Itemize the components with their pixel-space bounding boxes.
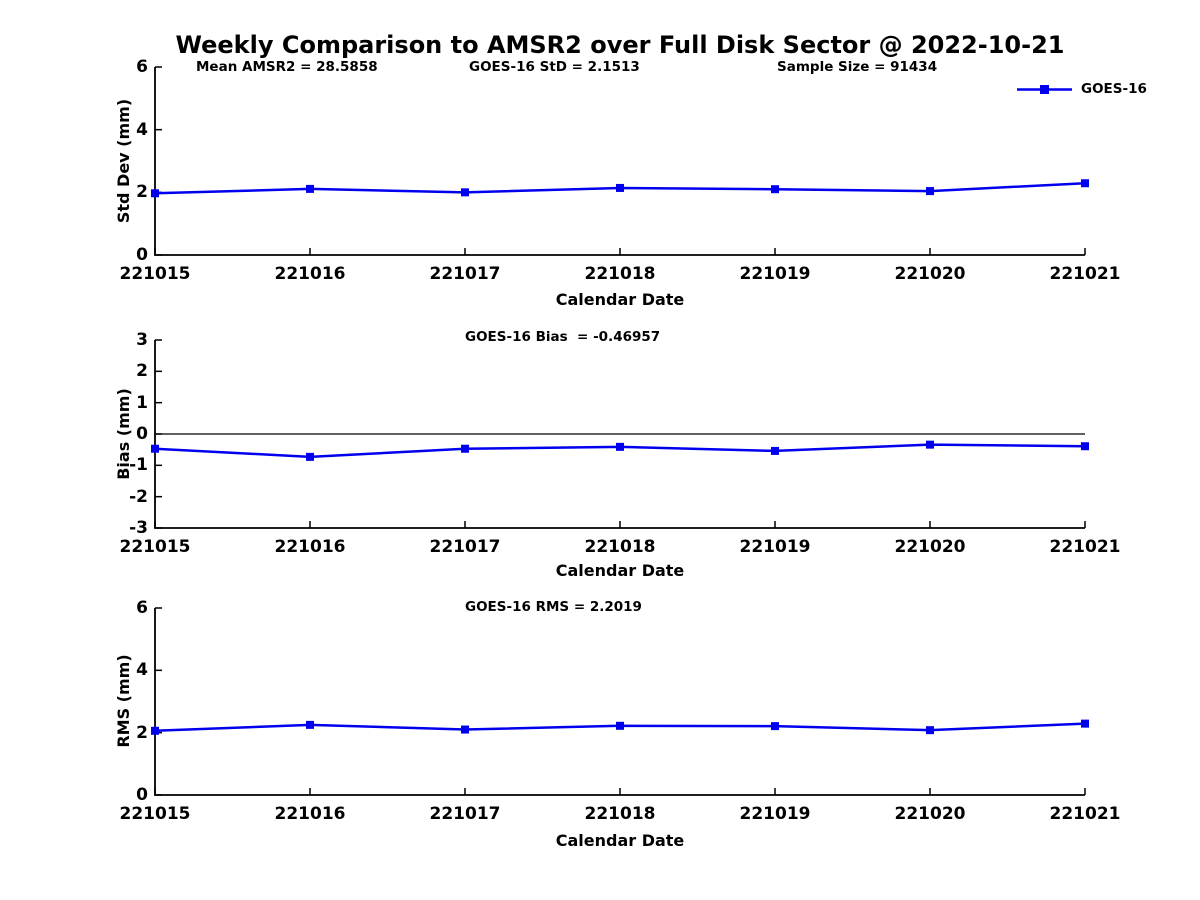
x-tick-label-std-dev-221016: 221016: [274, 264, 346, 284]
legend-label: GOES-16: [1081, 81, 1147, 97]
y-tick-label-rms-0: 0: [136, 785, 148, 805]
x-axis-label-panel1: Calendar Date: [555, 290, 685, 309]
annotation-goes16-bias: GOES-16 Bias = -0.46957: [465, 329, 661, 345]
rms-data-marker: [926, 726, 934, 735]
std-dev-data-marker: [461, 188, 469, 197]
chart-title: Weekly Comparison to AMSR2 over Full Dis…: [175, 31, 1065, 59]
y-tick-label-bias-2: 2: [136, 361, 148, 382]
y-tick-label-bias--2: -2: [129, 486, 148, 507]
bias-data-marker: [151, 444, 159, 453]
y-tick-label-std-dev-0: 0: [136, 245, 148, 265]
y-tick-label-rms-2: 2: [136, 722, 148, 743]
x-tick-label-std-dev-221018: 221018: [584, 264, 656, 284]
std-dev-data-marker: [306, 184, 314, 193]
x-tick-label-rms-221016: 221016: [274, 804, 346, 824]
axis-spines: [154, 67, 1085, 256]
panel-bias: [151, 339, 1089, 529]
rms-data-marker: [151, 726, 159, 735]
annotation-sample-size: Sample Size = 91434: [777, 59, 938, 75]
panel-rms: [151, 607, 1089, 796]
x-tick-label-std-dev-221017: 221017: [429, 264, 501, 284]
bias-data-marker: [771, 446, 779, 455]
x-axis-label-panel2: Calendar Date: [555, 561, 685, 580]
rms-data-marker: [1081, 719, 1089, 728]
y-tick-label-bias--1: -1: [129, 455, 148, 476]
y-tick-label-rms-4: 4: [136, 660, 148, 681]
y-tick-label-std-dev-4: 4: [136, 119, 148, 140]
x-tick-label-bias-221020: 221020: [894, 537, 966, 557]
x-tick-label-bias-221017: 221017: [429, 537, 501, 557]
y-tick-label-rms-6: 6: [136, 598, 148, 618]
std-dev-data-marker: [151, 189, 159, 198]
std-dev-data-marker: [926, 187, 934, 196]
bias-data-marker: [616, 442, 624, 451]
y-axis-label-std-dev: Std Dev (mm): [114, 98, 133, 224]
x-tick-label-bias-221016: 221016: [274, 537, 346, 557]
legend-sample: [1017, 85, 1072, 94]
rms-data-marker: [616, 721, 624, 730]
axis-spines: [154, 608, 1085, 796]
x-tick-label-bias-221015: 221015: [119, 537, 191, 557]
x-tick-label-bias-221018: 221018: [584, 537, 656, 557]
annotation-mean-amsr2: Mean AMSR2 = 28.5858: [196, 59, 378, 75]
x-tick-label-std-dev-221015: 221015: [119, 264, 191, 284]
y-axis-label-rms: RMS (mm): [114, 654, 133, 748]
legend-entry-goes16: GOES-16: [1081, 81, 1147, 98]
y-tick-label-bias-0: 0: [136, 424, 148, 444]
bias-data-marker: [306, 452, 314, 461]
x-axis-label-panel3: Calendar Date: [555, 831, 685, 850]
x-tick-label-rms-221015: 221015: [119, 804, 191, 824]
annotation-goes16-std: GOES-16 StD = 2.1513: [469, 59, 640, 75]
x-tick-label-std-dev-221021: 221021: [1049, 264, 1121, 284]
x-tick-label-rms-221018: 221018: [584, 804, 656, 824]
x-tick-label-std-dev-221020: 221020: [894, 264, 966, 284]
std-dev-data-marker: [1081, 179, 1089, 188]
y-tick-label-bias--3: -3: [129, 518, 148, 538]
x-tick-label-bias-221021: 221021: [1049, 537, 1121, 557]
x-tick-label-bias-221019: 221019: [739, 537, 811, 557]
bias-data-marker: [1081, 442, 1089, 451]
rms-data-marker: [461, 725, 469, 734]
panel-std-dev: [151, 66, 1089, 256]
bias-data-marker: [461, 444, 469, 453]
rms-data-marker: [306, 720, 314, 729]
x-tick-label-rms-221017: 221017: [429, 804, 501, 824]
x-tick-label-rms-221019: 221019: [739, 804, 811, 824]
std-dev-data-marker: [771, 185, 779, 194]
std-dev-data-marker: [616, 183, 624, 192]
bias-data-marker: [926, 440, 934, 449]
y-tick-label-std-dev-2: 2: [136, 182, 148, 203]
legend-marker-icon: [1040, 85, 1049, 94]
x-tick-label-rms-221021: 221021: [1049, 804, 1121, 824]
y-tick-label-std-dev-6: 6: [136, 57, 148, 77]
x-tick-label-rms-221020: 221020: [894, 804, 966, 824]
rms-data-marker: [771, 722, 779, 731]
annotation-goes16-rms: GOES-16 RMS = 2.2019: [465, 599, 642, 615]
y-tick-label-bias-1: 1: [136, 392, 148, 413]
y-tick-label-bias-3: 3: [136, 330, 148, 350]
x-tick-label-std-dev-221019: 221019: [739, 264, 811, 284]
